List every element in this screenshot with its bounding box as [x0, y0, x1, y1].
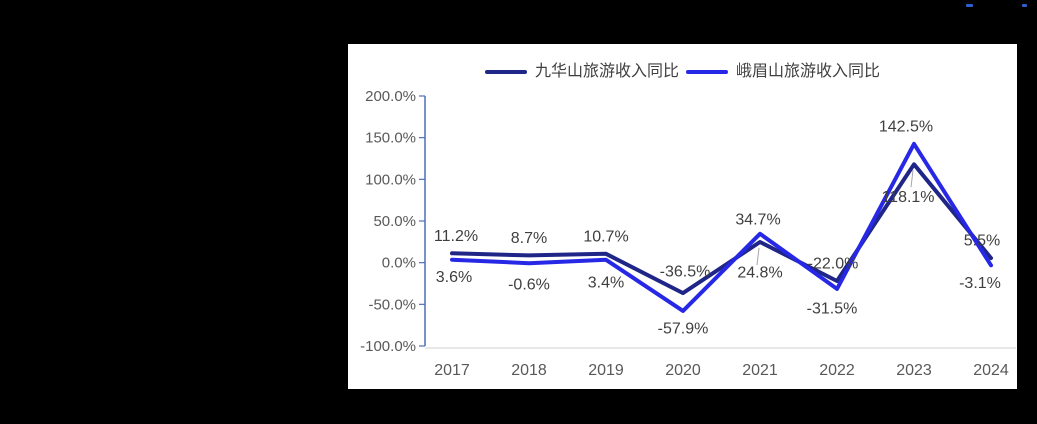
data-point-label: 3.6% [436, 269, 472, 286]
chart-legend: 九华山旅游收入同比 峨眉山旅游收入同比 [348, 64, 1017, 80]
data-point-label: -36.5% [660, 264, 711, 281]
data-point-label: 34.7% [735, 211, 780, 228]
y-tick-label: 150.0% [365, 130, 416, 147]
data-point-label: -3.1% [959, 275, 1001, 292]
data-point-label: 118.1% [881, 189, 934, 206]
data-label-leader-line [756, 247, 760, 266]
data-point-label: -0.6% [508, 277, 550, 294]
data-point-label: 11.2% [434, 228, 478, 245]
data-label-leader-line [910, 170, 914, 188]
legend-line-swatch [686, 70, 728, 74]
x-tick-label: 2021 [742, 362, 778, 379]
data-point-label: 8.7% [511, 230, 547, 247]
x-tick-label: 2019 [588, 362, 624, 379]
data-point-label: 142.5% [879, 118, 933, 135]
y-tick-label: 50.0% [373, 213, 416, 230]
data-point-label: 10.7% [583, 228, 628, 245]
x-tick-label: 2017 [434, 362, 470, 379]
y-tick-label: -100.0% [360, 338, 416, 355]
legend-item-0: 九华山旅游收入同比 [484, 63, 679, 80]
data-point-label: 24.8% [737, 265, 782, 282]
artifact-mark-1 [966, 4, 973, 7]
y-tick-label: 100.0% [365, 171, 416, 188]
data-point-label: 3.4% [588, 274, 624, 291]
x-tick-label: 2018 [511, 362, 547, 379]
chart-panel: 九华山旅游收入同比 峨眉山旅游收入同比 200.0% 150.0% 100.0% 50.… [348, 44, 1017, 389]
line-chart: 200.0% 150.0% 100.0% 50.0% 0.0% -50.0% -100.0%… [360, 88, 1016, 379]
y-tick-label: 200.0% [365, 88, 416, 105]
legend-line-swatch [484, 70, 527, 74]
legend-item-1: 峨眉山旅游收入同比 [686, 64, 880, 80]
legend-label: 峨眉山旅游收入同比 [736, 63, 881, 80]
x-tick-label: 2020 [665, 362, 701, 379]
x-tick-label: 2022 [819, 362, 855, 379]
y-tick-label: -50.0% [368, 296, 416, 313]
data-point-label: -22.0% [808, 256, 859, 273]
data-point-label: -57.9% [658, 320, 709, 337]
data-point-label: 5.5% [964, 233, 1000, 250]
series-line-0 [450, 162, 993, 296]
artifact-mark-2 [1022, 4, 1027, 7]
x-tick-label: 2024 [973, 362, 1009, 379]
legend-label: 九华山旅游收入同比 [534, 63, 679, 80]
x-tick-label: 2023 [896, 362, 932, 379]
data-point-label: -31.5% [807, 300, 858, 317]
y-tick-label: 0.0% [382, 255, 416, 272]
series-line-1 [450, 141, 993, 313]
